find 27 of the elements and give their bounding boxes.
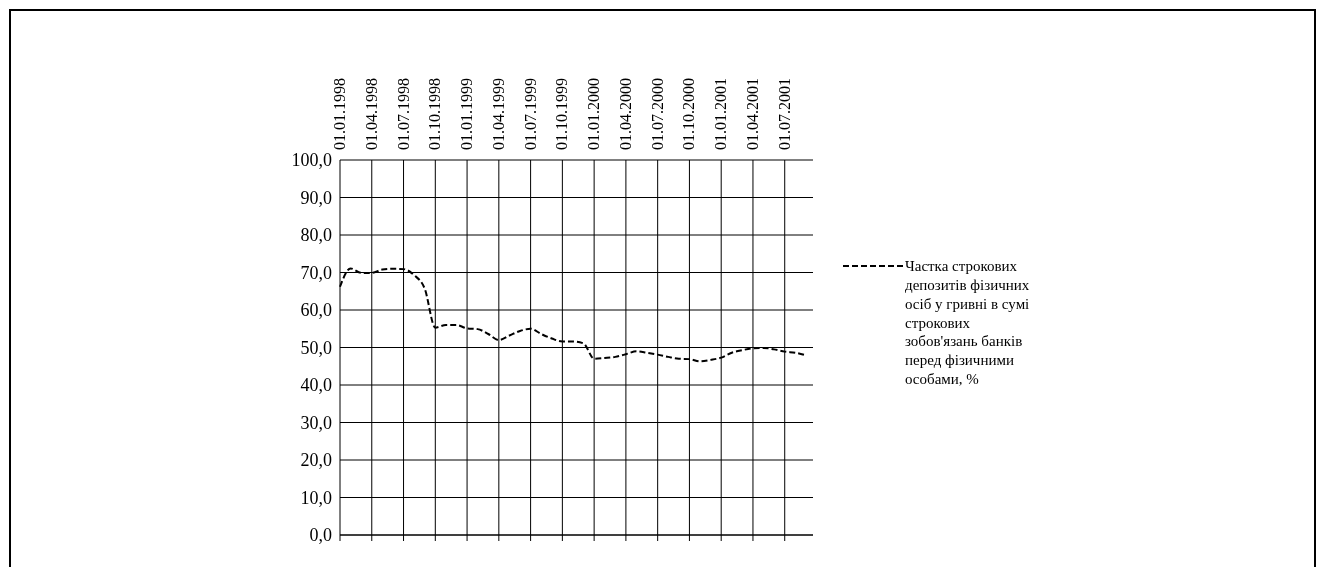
x-tick-label: 01.10.2000 xyxy=(680,78,698,150)
y-tick-label: 70,0 xyxy=(300,262,332,283)
x-tick-label: 01.04.1999 xyxy=(489,78,507,150)
x-tick-label: 01.07.2001 xyxy=(775,78,793,150)
y-tick-label: 0,0 xyxy=(309,525,332,546)
y-tick-label: 20,0 xyxy=(300,450,332,471)
x-tick-label: 01.01.1999 xyxy=(458,78,476,150)
x-tick-label: 01.01.2001 xyxy=(712,78,730,150)
y-tick-label: 90,0 xyxy=(300,187,332,208)
x-tick-label: 01.07.1999 xyxy=(521,78,539,150)
x-tick-label: 01.07.2000 xyxy=(648,78,666,150)
y-tick-label: 30,0 xyxy=(300,412,332,433)
x-tick-label: 01.04.2001 xyxy=(743,78,761,150)
x-tick-label: 01.10.1999 xyxy=(553,78,571,150)
x-tick-label: 01.07.1998 xyxy=(394,78,412,150)
y-tick-label: 50,0 xyxy=(300,337,332,358)
legend-label: Частка строкових депозитів фізичних осіб у гривні в сумі строкових зобов'язань банків перед фізичними особами, % xyxy=(905,258,1030,387)
y-tick-label: 10,0 xyxy=(300,487,332,508)
x-tick-label: 01.01.1998 xyxy=(331,78,348,150)
y-tick-label: 60,0 xyxy=(300,300,332,321)
x-tick-label: 01.10.1998 xyxy=(426,78,444,150)
y-tick-label: 40,0 xyxy=(300,375,332,396)
x-tick-label: 01.01.2000 xyxy=(585,78,603,150)
x-tick-label: 01.04.1998 xyxy=(362,78,380,150)
y-tick-label: 80,0 xyxy=(300,225,332,246)
y-tick-label: 100,0 xyxy=(291,150,332,171)
x-tick-label: 01.04.2000 xyxy=(616,78,634,150)
